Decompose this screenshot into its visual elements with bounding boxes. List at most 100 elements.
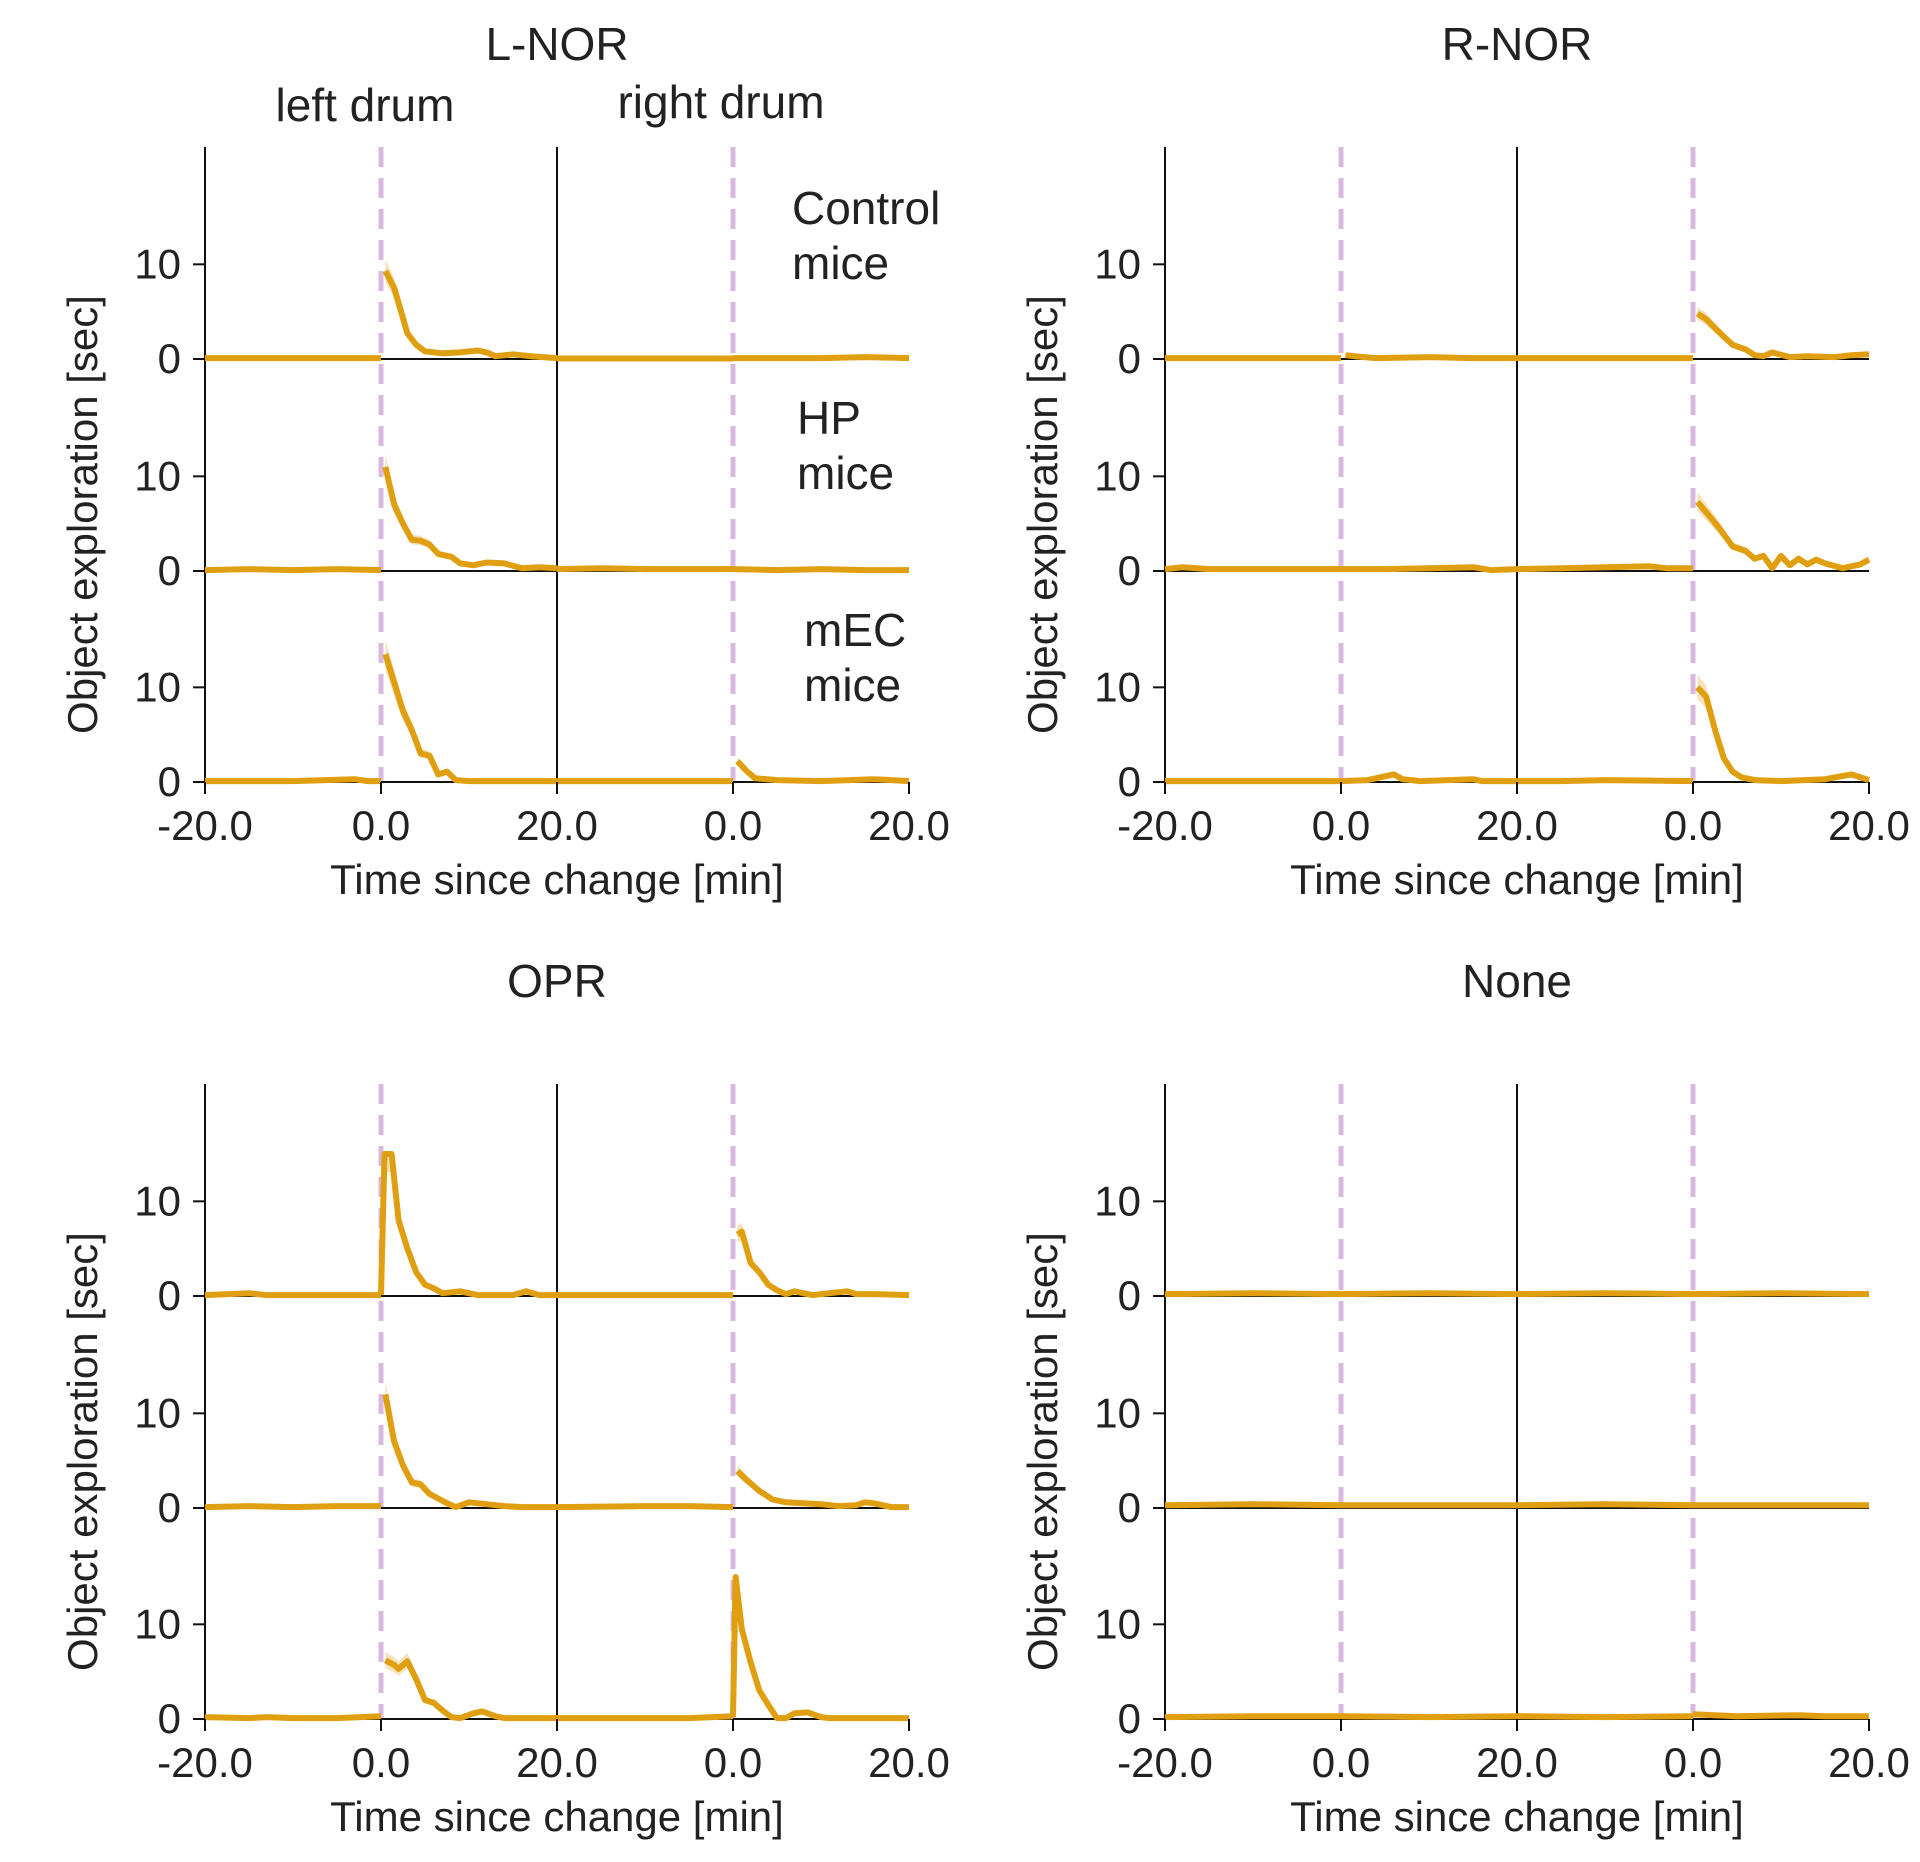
y-tick-label: 0: [1118, 335, 1141, 382]
y-axis-label: Object exploration [sec]: [1019, 1232, 1066, 1671]
x-tick-label: 20.0: [1476, 1739, 1558, 1786]
series-line-left-pre: [205, 776, 381, 785]
series-line-left-post: [1341, 564, 1518, 574]
series-line-right-pre: [556, 565, 733, 573]
series-line-left-pre: [204, 1290, 381, 1299]
series-line-left-post: [1340, 771, 1517, 785]
y-tick-label: 0: [1118, 1272, 1141, 1319]
series-line-right-post: [1695, 685, 1870, 785]
series-line-left-pre: [1164, 1501, 1342, 1509]
x-tick-label: 20.0: [516, 1739, 598, 1786]
sem-band: [385, 453, 557, 570]
series-line-right-pre: [1516, 1501, 1694, 1509]
panel-rnor: R-NOR 0 10 0 10 0 10 -20.0 0.0 20.0 0.0 20.0 Time si…: [1019, 18, 1910, 903]
series-line-left-post: [1345, 352, 1517, 362]
y-tick-label: 10: [134, 240, 181, 287]
series-line-left-post: [1340, 1290, 1518, 1298]
series-line-left-pre: [1164, 1713, 1341, 1721]
series-line-left-post: [382, 269, 558, 362]
y-tick-label: 10: [134, 663, 181, 710]
series-line-right-post: [732, 566, 909, 574]
x-axis-label: Time since change [min]: [330, 1793, 784, 1840]
y-tick-label: 0: [158, 758, 181, 805]
x-tick-label: 0.0: [1664, 1739, 1722, 1786]
series-line-left-pre: [1164, 1290, 1342, 1298]
y-tick-label: 0: [158, 1695, 181, 1742]
x-tick-label: 20.0: [1476, 802, 1558, 849]
group-label: mEC: [804, 604, 906, 656]
series-line-left-pre: [204, 1713, 382, 1722]
x-tick-label: 0.0: [1312, 802, 1370, 849]
x-tick-label: 20.0: [1828, 802, 1910, 849]
x-tick-label: 20.0: [868, 802, 950, 849]
x-tick-label: -20.0: [157, 802, 253, 849]
series-line-right-post: [733, 354, 910, 362]
y-tick-label: 10: [1094, 1177, 1141, 1224]
x-axis-label: Time since change [min]: [1290, 1793, 1744, 1840]
y-axis-label: Object exploration [sec]: [59, 295, 106, 734]
series-line-left-pre: [1164, 564, 1341, 573]
y-tick-label: 0: [1118, 547, 1141, 594]
series-line-right-post: [735, 759, 910, 785]
x-tick-label: 0.0: [352, 1739, 410, 1786]
x-tick-label: 20.0: [516, 802, 598, 849]
group-label: Control: [792, 182, 940, 234]
series-line-right-post: [735, 1228, 910, 1299]
series-line-left-pre: [204, 566, 382, 574]
y-axis-label: Object exploration [sec]: [1019, 295, 1066, 734]
panel-title: R-NOR: [1442, 18, 1593, 70]
series-line-left-post: [1340, 1713, 1518, 1721]
y-tick-label: 10: [1094, 663, 1141, 710]
series-line-right-post: [1692, 1711, 1869, 1720]
group-label: mice: [797, 447, 894, 499]
x-tick-label: 0.0: [1664, 802, 1722, 849]
series-line-left-post: [382, 653, 557, 785]
group-label: HP: [797, 392, 861, 444]
series-line-right-pre: [1516, 1713, 1694, 1721]
y-tick-label: 10: [1094, 240, 1141, 287]
series-line-right-post: [1695, 311, 1870, 361]
y-tick-label: 0: [158, 547, 181, 594]
series-line-right-post: [1695, 499, 1871, 572]
y-tick-label: 0: [1118, 1695, 1141, 1742]
series-line-right-pre: [556, 1503, 734, 1511]
sem-band: [381, 1154, 557, 1296]
series-line-left-post: [383, 1657, 557, 1722]
panel-opr: OPR 0 10 0 10 0 10 -20.0 0.0 20.0 0.0 20.0 Time sinc…: [59, 955, 950, 1840]
series-line-left-post: [382, 466, 558, 572]
panel-title: None: [1462, 955, 1572, 1007]
y-tick-label: 10: [134, 1600, 181, 1647]
sem-band: [385, 1651, 557, 1719]
x-axis-label: Time since change [min]: [330, 856, 784, 903]
left-drum-label: left drum: [276, 79, 455, 131]
right-drum-label: right drum: [617, 76, 824, 128]
x-tick-label: -20.0: [1117, 1739, 1213, 1786]
series-line-right-post: [730, 1574, 909, 1722]
sem-band: [733, 1577, 909, 1719]
sem-band: [385, 1379, 557, 1508]
series-line-right-post: [735, 1468, 909, 1511]
sem-band: [737, 1222, 909, 1296]
series-line-right-pre: [1517, 777, 1694, 785]
y-axis-label: Object exploration [sec]: [59, 1232, 106, 1671]
series-line-left-pre: [204, 1503, 381, 1511]
x-tick-label: 0.0: [352, 802, 410, 849]
y-tick-label: 0: [158, 1484, 181, 1531]
x-tick-label: 0.0: [1312, 1739, 1370, 1786]
x-tick-label: 20.0: [1828, 1739, 1910, 1786]
series-line-right-pre: [1516, 1290, 1694, 1298]
y-tick-label: 10: [134, 1389, 181, 1436]
x-tick-label: 0.0: [704, 802, 762, 849]
panel-none: None 0 10 0 10 0 10 -20.0 0.0 20.0 0.0 20.0 Time sin…: [1019, 955, 1910, 1840]
y-tick-label: 10: [134, 1177, 181, 1224]
x-axis-label: Time since change [min]: [1290, 856, 1744, 903]
series-line-left-post: [382, 1393, 557, 1511]
panel-title: OPR: [507, 955, 607, 1007]
y-tick-label: 10: [1094, 1600, 1141, 1647]
x-tick-label: -20.0: [1117, 802, 1213, 849]
group-label: mice: [804, 659, 901, 711]
y-tick-label: 0: [1118, 758, 1141, 805]
group-label: mice: [792, 237, 889, 289]
